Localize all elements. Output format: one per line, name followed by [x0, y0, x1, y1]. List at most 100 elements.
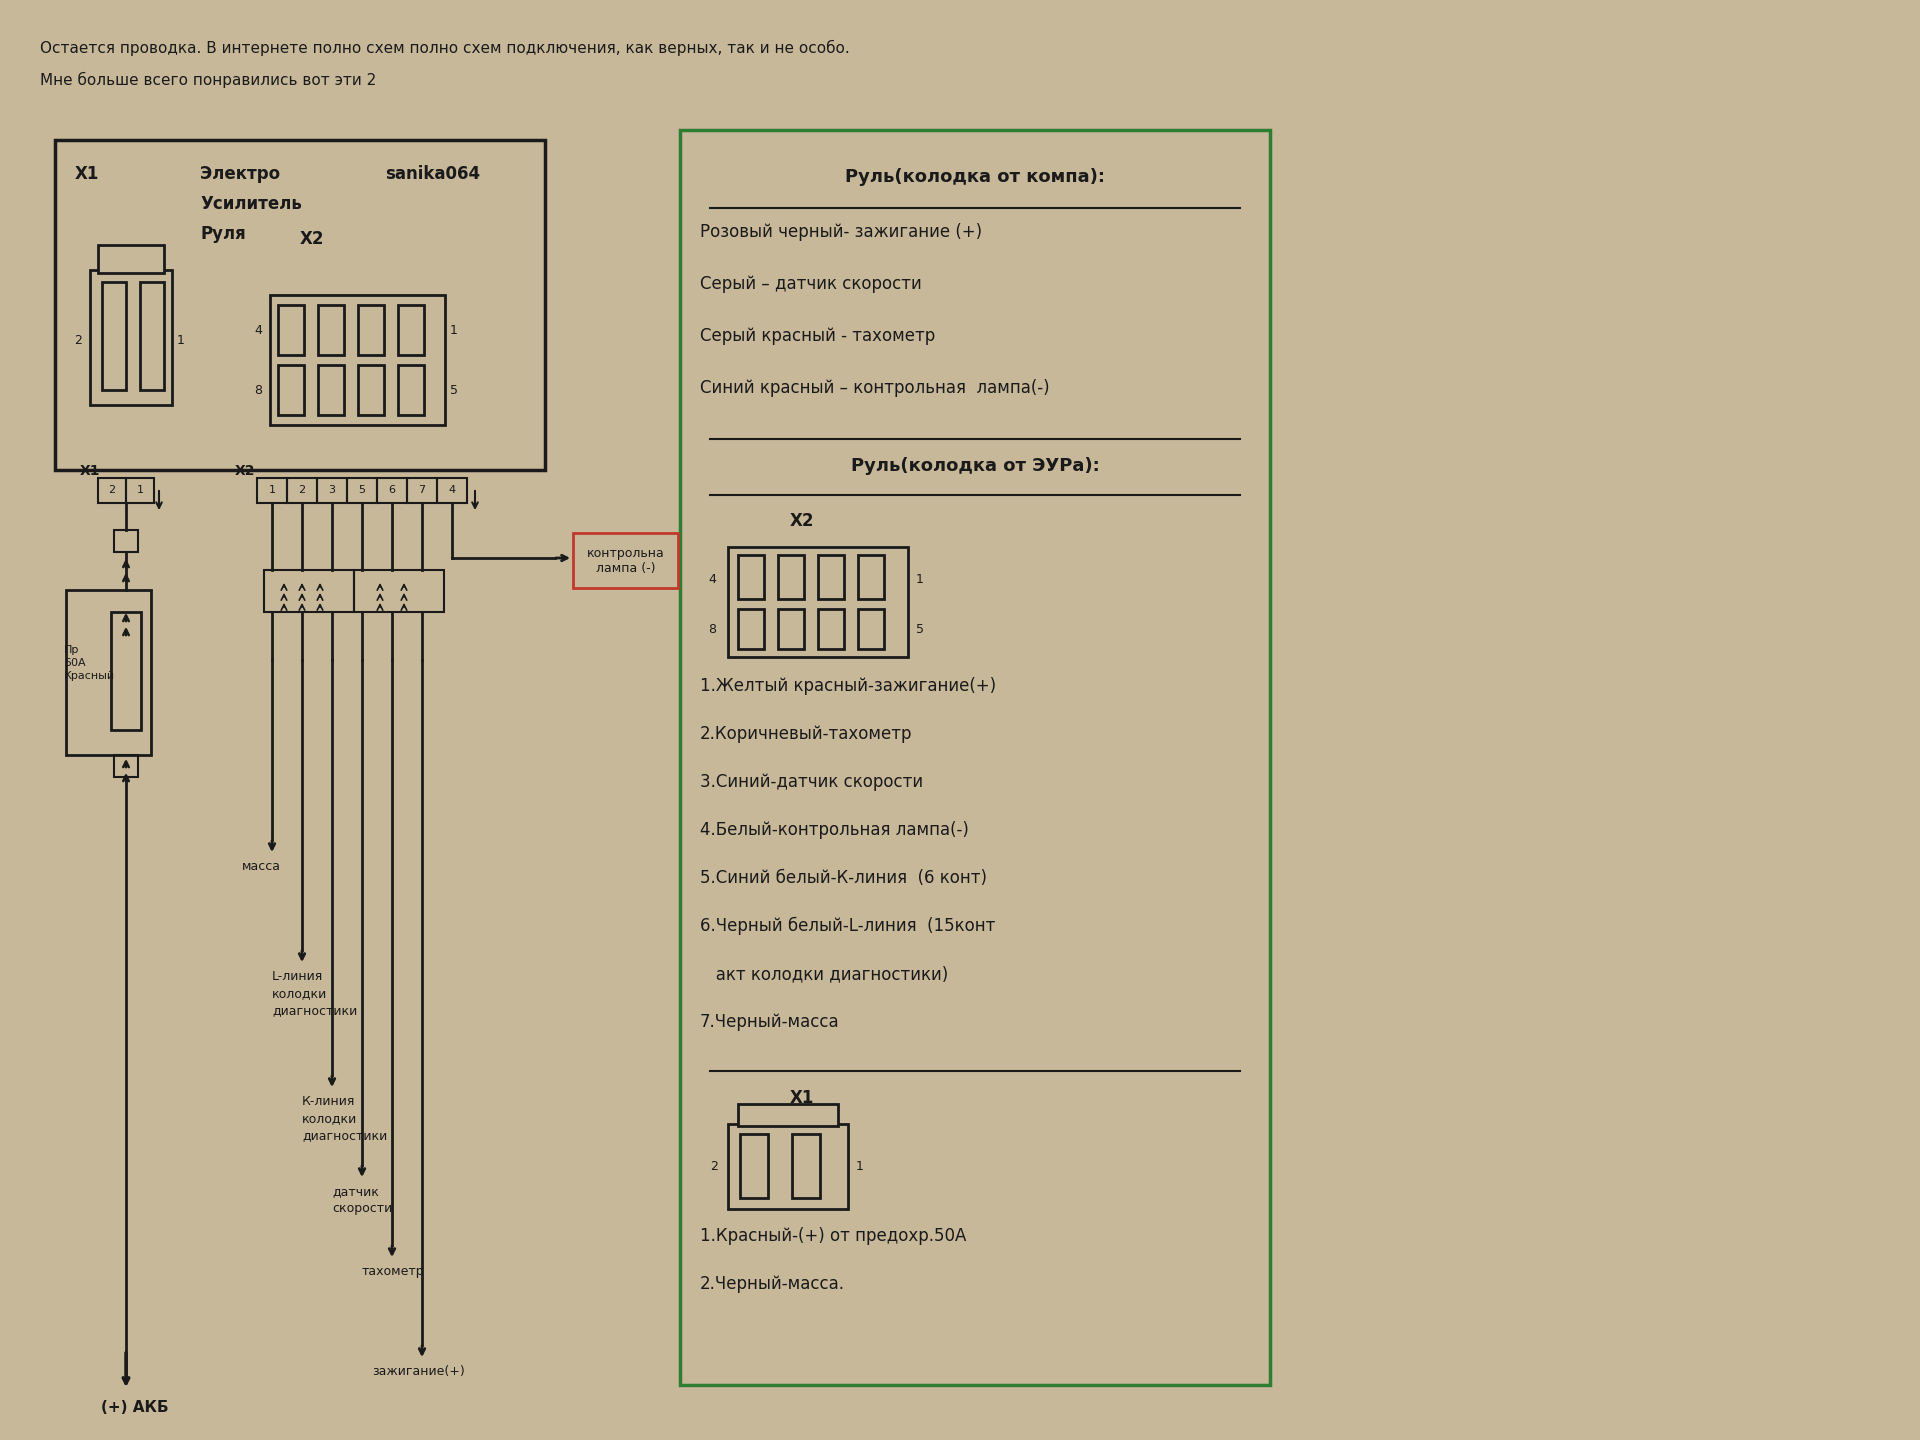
Bar [265, 570, 353, 612]
Bar [257, 478, 286, 503]
Text: 8: 8 [708, 622, 716, 635]
Bar [407, 478, 438, 503]
Text: Руль(колодка от компа):: Руль(колодка от компа): [845, 168, 1106, 186]
Bar [98, 245, 163, 274]
Bar [791, 1135, 820, 1198]
Text: 2: 2 [298, 485, 305, 495]
Text: X2: X2 [300, 230, 324, 248]
Bar [397, 305, 424, 356]
Text: 7: 7 [419, 485, 426, 495]
Text: 5.Синий белый-К-линия  (6 конт): 5.Синий белый-К-линия (6 конт) [701, 868, 987, 887]
Text: Серый – датчик скорости: Серый – датчик скорости [701, 275, 922, 292]
Text: 1: 1 [177, 334, 184, 347]
Text: 8: 8 [253, 383, 261, 396]
Bar [271, 295, 445, 425]
Bar [348, 478, 376, 503]
Bar [818, 554, 845, 599]
Bar [858, 609, 883, 649]
Text: 5: 5 [359, 485, 365, 495]
Bar [56, 140, 545, 469]
Bar [728, 1125, 849, 1210]
Text: L-линия
колодки
диагностики: L-линия колодки диагностики [273, 971, 357, 1017]
Text: 2.Коричневый-тахометр: 2.Коричневый-тахометр [701, 724, 912, 743]
Bar [572, 533, 678, 588]
Text: 1: 1 [916, 573, 924, 586]
Bar [278, 305, 303, 356]
Bar [778, 554, 804, 599]
Text: Розовый черный- зажигание (+): Розовый черный- зажигание (+) [701, 223, 983, 240]
Bar [319, 305, 344, 356]
Text: тахометр: тахометр [363, 1264, 424, 1279]
Text: 1: 1 [269, 485, 275, 495]
Text: X2: X2 [234, 464, 255, 478]
Bar [438, 478, 467, 503]
Bar [127, 478, 154, 503]
Bar [737, 1104, 837, 1126]
Text: 3: 3 [328, 485, 336, 495]
Text: 6: 6 [388, 485, 396, 495]
Text: Мне больше всего понравились вот эти 2: Мне больше всего понравились вот эти 2 [40, 72, 376, 88]
Text: К-линия
колодки
диагностики: К-линия колодки диагностики [301, 1094, 388, 1142]
Text: Руля: Руля [200, 225, 246, 243]
Bar [113, 530, 138, 552]
Text: 7.Черный-масса: 7.Черный-масса [701, 1012, 839, 1031]
Bar [317, 478, 348, 503]
Bar [397, 364, 424, 415]
Text: 1: 1 [449, 324, 457, 337]
Bar [286, 478, 317, 503]
Text: X1: X1 [75, 166, 100, 183]
Text: 2.Черный-масса.: 2.Черный-масса. [701, 1274, 845, 1293]
Text: 1: 1 [856, 1159, 864, 1172]
Bar [319, 364, 344, 415]
Text: 5: 5 [916, 622, 924, 635]
Bar [278, 364, 303, 415]
Text: (+) АКБ: (+) АКБ [102, 1400, 169, 1416]
Bar [98, 478, 127, 503]
Bar [357, 305, 384, 356]
Bar [357, 364, 384, 415]
Text: 6.Черный белый-L-линия  (15конт: 6.Черный белый-L-линия (15конт [701, 917, 995, 935]
Text: акт колодки диагностики): акт колодки диагностики) [701, 965, 948, 984]
Text: 3.Синий-датчик скорости: 3.Синий-датчик скорости [701, 773, 924, 791]
Text: контрольна
лампа (-): контрольна лампа (-) [588, 547, 664, 575]
Text: X1: X1 [81, 464, 100, 478]
Bar [728, 547, 908, 657]
Text: масса: масса [242, 860, 280, 873]
Text: 4.Белый-контрольная лампа(-): 4.Белый-контрольная лампа(-) [701, 821, 970, 840]
Text: 4: 4 [253, 324, 261, 337]
Bar [739, 1135, 768, 1198]
Text: Руль(колодка от ЭУРа):: Руль(колодка от ЭУРа): [851, 456, 1100, 475]
Text: Электро: Электро [200, 166, 280, 183]
Text: Пр
50А
Красный: Пр 50А Красный [63, 645, 115, 681]
Bar [818, 609, 845, 649]
Text: Усилитель: Усилитель [200, 194, 301, 213]
Text: X1: X1 [789, 1089, 814, 1107]
Text: 1.Красный-(+) от предохр.50А: 1.Красный-(+) от предохр.50А [701, 1227, 966, 1246]
Bar [353, 570, 444, 612]
Bar [778, 609, 804, 649]
Text: Синий красный – контрольная  лампа(-): Синий красный – контрольная лампа(-) [701, 379, 1050, 397]
Text: датчик
скорости: датчик скорости [332, 1185, 392, 1215]
Bar [111, 612, 140, 730]
Text: Серый красный - тахометр: Серый красный - тахометр [701, 327, 935, 346]
Bar [680, 130, 1269, 1385]
Bar [737, 554, 764, 599]
Text: 5: 5 [449, 383, 459, 396]
Text: sanika064: sanika064 [386, 166, 480, 183]
Text: Остается проводка. В интернете полно схем полно схем подключения, как верных, та: Остается проводка. В интернете полно схе… [40, 40, 851, 56]
Text: 4: 4 [449, 485, 455, 495]
Bar [90, 271, 173, 405]
Bar [113, 755, 138, 778]
Bar [65, 590, 152, 755]
Text: 4: 4 [708, 573, 716, 586]
Bar [737, 609, 764, 649]
Text: 2: 2 [75, 334, 83, 347]
Text: зажигание(+): зажигание(+) [372, 1365, 465, 1378]
Bar [376, 478, 407, 503]
Text: 2: 2 [710, 1159, 718, 1172]
Text: X2: X2 [789, 513, 814, 530]
Bar [140, 282, 163, 390]
Text: 2: 2 [108, 485, 115, 495]
Bar [858, 554, 883, 599]
Bar [102, 282, 127, 390]
